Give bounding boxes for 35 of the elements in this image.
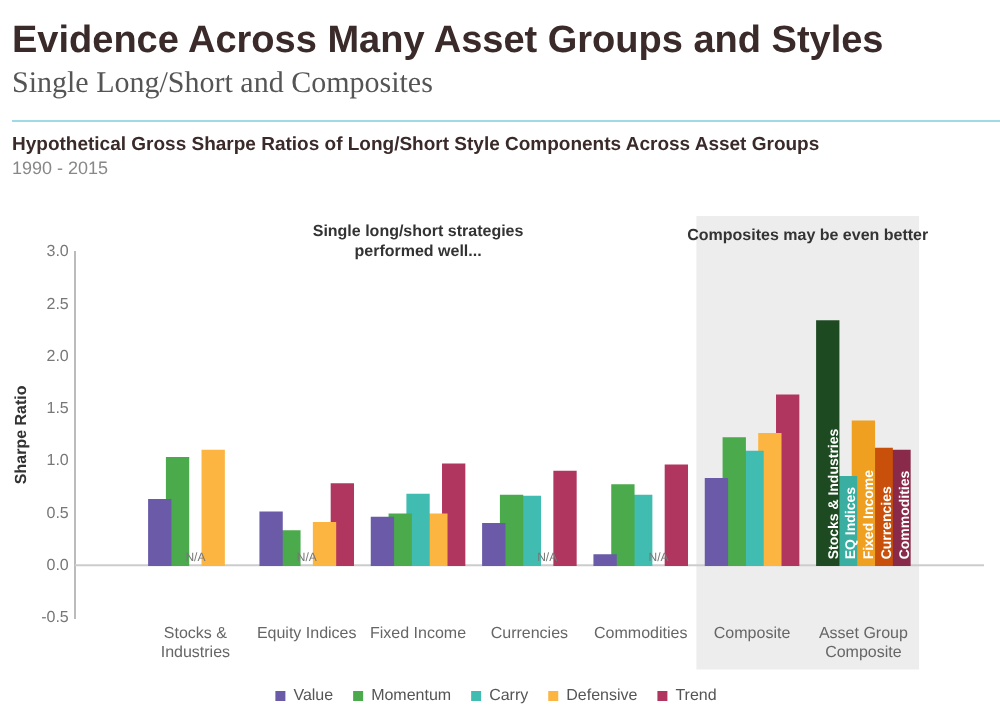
x-tick-label: Commodities <box>594 623 688 642</box>
y-tick-label: -0.5 <box>41 608 70 627</box>
y-tick-label: 0.0 <box>46 555 70 574</box>
x-tick-label: Stocks & Industries <box>160 623 231 661</box>
x-tick-label: Currencies <box>490 623 569 642</box>
x-tick-label: Fixed Income <box>370 623 468 642</box>
bar <box>553 470 577 567</box>
legend-label: Trend <box>675 686 717 705</box>
legend-label: Carry <box>489 686 529 705</box>
chart-title: Evidence Across Many Asset Groups and Styles <box>12 20 886 64</box>
y-tick-label: 1.0 <box>46 451 70 470</box>
y-tick-label: 2.0 <box>46 346 70 365</box>
chart-subtitle: Single Long/Short and Composites <box>12 66 435 104</box>
annotation: Single long/short strategies performed well... <box>312 222 525 261</box>
y-tick-label: 1.5 <box>46 399 70 418</box>
bar <box>704 478 729 567</box>
y-tick-label: 3.0 <box>46 242 70 261</box>
x-tick-label: Equity Indices <box>256 623 357 642</box>
bar <box>482 522 506 567</box>
text: Hypothetical Gross Sharpe Ratios of Long/Short Style Components Across Asset Groups <box>12 134 822 158</box>
band-label: Composites may be even better <box>687 226 929 245</box>
y-axis-title: Sharpe Ratio <box>12 385 31 485</box>
x-tick-label: Composite <box>713 623 792 642</box>
bar <box>259 511 283 567</box>
legend-label: Momentum <box>371 686 452 705</box>
text: 1990 - 2015 <box>12 158 111 180</box>
x-tick-label: Asset Group Composite <box>818 623 909 661</box>
y-tick-label: 0.5 <box>46 503 70 522</box>
bar <box>148 498 172 567</box>
bar <box>370 516 395 567</box>
y-tick-label: 2.5 <box>46 294 70 313</box>
legend-label: Defensive <box>566 686 639 705</box>
bar <box>611 484 635 567</box>
bar <box>593 554 617 567</box>
legend-label: Value <box>293 686 335 705</box>
